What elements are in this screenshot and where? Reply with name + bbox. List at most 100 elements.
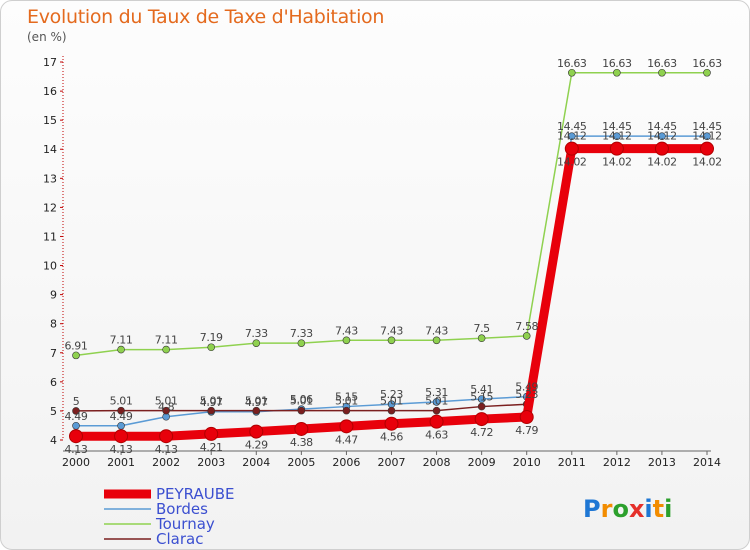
data-point-peyraube: [339, 419, 354, 434]
data-label-bordes: 4.8: [158, 401, 175, 414]
data-label-peyraube: 4.13: [110, 443, 133, 456]
data-point-clarac: [117, 406, 125, 415]
legend-label-peyraube: PEYRAUBE: [156, 485, 235, 503]
legend-label-tournay: Tournay: [155, 515, 215, 533]
data-label-peyraube: 4.13: [155, 443, 178, 456]
data-point-peyraube: [609, 141, 624, 156]
series-line-bordes: [76, 135, 707, 427]
data-point-clarac: [162, 406, 170, 415]
logo-letter: P: [583, 495, 601, 523]
data-point-clarac: [387, 406, 396, 415]
data-label-tournay: 7.33: [290, 327, 313, 340]
data-point-clarac: [432, 406, 441, 415]
data-point-tournay: [342, 336, 351, 345]
x-tick-label: 2011: [558, 456, 586, 469]
y-tick-label: 4: [50, 434, 57, 447]
data-label-bordes: 5.41: [470, 383, 493, 396]
data-point-clarac: [252, 406, 261, 415]
data-label-clarac: 5.01: [335, 395, 358, 408]
data-point-peyraube: [294, 421, 309, 436]
data-point-bordes: [703, 132, 711, 140]
data-point-peyraube: [69, 429, 83, 444]
data-label-bordes: 14.45: [602, 120, 632, 133]
data-label-peyraube: 4.79: [515, 424, 538, 437]
y-tick-label: 9: [50, 289, 57, 302]
data-point-tournay: [252, 339, 261, 347]
data-label-bordes: 4.49: [65, 410, 88, 423]
data-point-bordes: [117, 421, 125, 430]
data-point-tournay: [117, 345, 125, 354]
y-tick-label: 16: [43, 85, 57, 98]
x-tick-label: 2009: [468, 456, 496, 469]
x-tick-label: 2000: [62, 456, 90, 469]
data-labels: 4.13 4.13 4.13 4.21 4.29 4.38 4.47 4.56 4.63 4.72…: [65, 57, 723, 456]
data-label-clarac: 14.12: [647, 130, 677, 143]
data-label-tournay: 7.58: [515, 320, 538, 333]
data-label-bordes: 14.45: [692, 120, 722, 133]
data-label-bordes: 5.23: [380, 388, 403, 401]
data-point-clarac: [477, 402, 486, 411]
data-label-tournay: 7.33: [245, 327, 268, 340]
data-label-clarac: 5.01: [290, 395, 313, 408]
logo-letter: r: [601, 495, 613, 523]
data-label-tournay: 16.63: [602, 57, 632, 70]
data-label-tournay: 16.63: [557, 57, 587, 70]
data-label-clarac: 14.12: [692, 130, 722, 143]
data-label-peyraube: 4.13: [65, 443, 88, 456]
data-point-tournay: [297, 339, 306, 347]
data-label-tournay: 7.5: [473, 322, 490, 335]
x-tick-label: 2005: [287, 456, 315, 469]
proxiti-logo: Proxiti: [583, 495, 672, 523]
data-point-tournay: [477, 334, 486, 343]
data-point-peyraube: [114, 429, 129, 444]
data-point-peyraube: [429, 414, 444, 429]
data-point-peyraube: [519, 410, 534, 425]
x-tick-label: 2002: [152, 456, 180, 469]
data-label-clarac: 5.01: [155, 395, 178, 408]
data-label-peyraube: 4.21: [200, 441, 223, 454]
data-point-bordes: [432, 398, 441, 406]
unit-label: (en %): [27, 30, 67, 44]
series-layer: [69, 68, 714, 444]
legend-label-clarac: Clarac: [156, 530, 203, 548]
data-label-clarac: 5: [73, 395, 80, 408]
data-label-tournay: 7.19: [200, 331, 223, 344]
y-tick-label: 8: [50, 318, 57, 331]
y-tick-label: 7: [50, 347, 57, 360]
data-label-clarac: 5.01: [380, 395, 403, 408]
data-label-tournay: 7.11: [155, 334, 178, 347]
y-tick-label: 17: [43, 56, 57, 69]
data-point-bordes: [567, 132, 576, 140]
y-tick-label: 11: [43, 230, 57, 243]
data-point-bordes: [613, 132, 621, 140]
data-point-tournay: [522, 332, 531, 340]
data-label-tournay: 7.11: [110, 334, 133, 347]
data-point-peyraube: [654, 141, 669, 156]
data-label-bordes: 5.31: [425, 386, 448, 399]
data-point-tournay: [72, 351, 80, 360]
data-point-tournay: [658, 68, 666, 77]
data-point-peyraube: [564, 141, 579, 156]
data-point-clarac: [207, 406, 216, 415]
data-label-peyraube: 4.72: [470, 426, 493, 439]
x-tick-label: 2010: [513, 456, 541, 469]
data-label-bordes: 5.15: [335, 391, 358, 404]
data-point-bordes: [477, 395, 486, 403]
data-label-tournay: 6.91: [65, 339, 88, 352]
data-label-bordes: 5.06: [290, 393, 313, 406]
data-label-peyraube: 14.02: [692, 156, 722, 169]
data-point-peyraube: [249, 424, 264, 439]
y-tick-label: 14: [43, 143, 57, 156]
data-point-peyraube: [700, 141, 714, 156]
data-label-clarac: 5.15: [470, 391, 493, 404]
logo-letter: t: [653, 495, 664, 523]
data-point-tournay: [207, 343, 216, 352]
y-tick-label: 5: [50, 405, 57, 418]
data-label-peyraube: 14.02: [557, 156, 587, 169]
data-point-tournay: [432, 336, 441, 345]
data-point-tournay: [387, 336, 396, 345]
data-label-peyraube: 4.56: [380, 431, 403, 444]
